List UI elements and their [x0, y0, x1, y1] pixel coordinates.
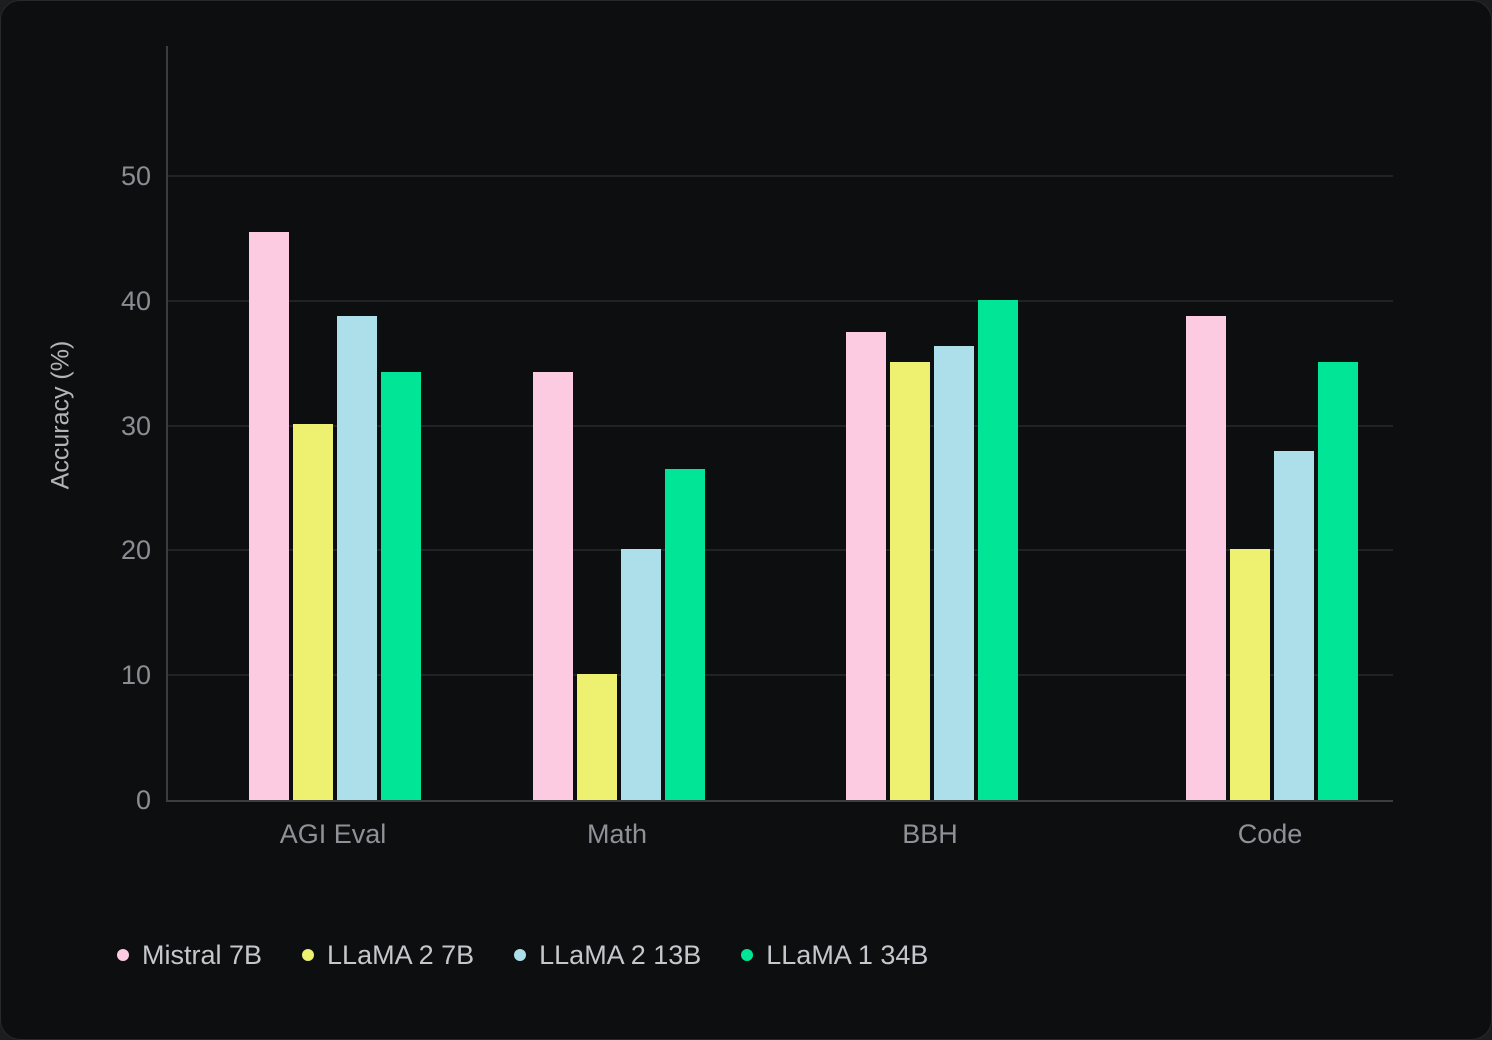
x-tick-label: Code — [1237, 819, 1303, 849]
y-tick-label: 30 — [120, 410, 151, 441]
bar-llama-2-7b-code — [1230, 549, 1270, 800]
gridline — [168, 549, 1393, 552]
bar-llama-1-34b-bbh — [978, 300, 1018, 800]
y-tick-label: 40 — [120, 285, 151, 316]
legend-label: LLaMA 2 13B — [539, 940, 702, 970]
y-tick-label: 10 — [120, 660, 151, 691]
bar-llama-2-13b-code — [1274, 451, 1314, 800]
y-tick-label: 20 — [120, 535, 151, 566]
bar-llama-2-13b-math — [621, 549, 661, 800]
gridline — [168, 299, 1393, 302]
gridline — [168, 674, 1393, 677]
bar-llama-2-7b-agi-eval — [293, 424, 333, 800]
bar-mistral-7b-agi-eval — [249, 232, 289, 800]
legend-label: LLaMA 2 7B — [327, 940, 475, 970]
plot-area — [166, 46, 1393, 802]
legend-item-mistral-7b[interactable]: Mistral 7B — [117, 939, 262, 971]
bar-llama-1-34b-agi-eval — [381, 372, 421, 800]
legend-item-llama-2-13b[interactable]: LLaMA 2 13B — [514, 939, 701, 971]
x-tick-label: Math — [586, 819, 648, 849]
bar-mistral-7b-bbh — [846, 332, 886, 800]
bar-mistral-7b-math — [533, 372, 573, 800]
legend-marker-dot-icon — [741, 949, 754, 961]
bar-mistral-7b-code — [1186, 316, 1226, 800]
bar-llama-2-13b-bbh — [934, 346, 974, 800]
y-tick-label: 0 — [135, 785, 151, 815]
gridline — [168, 424, 1393, 427]
gridline — [168, 175, 1393, 177]
legend-marker-dot-icon — [117, 949, 129, 961]
x-tick-label: AGI Eval — [279, 819, 387, 849]
bar-llama-2-7b-bbh — [890, 362, 930, 800]
bar-llama-2-7b-math — [577, 674, 617, 800]
y-tick-label: 50 — [120, 161, 151, 191]
legend: Mistral 7B LLaMA 2 7B LLaMA 2 13B LLaMA 1 3… — [117, 939, 928, 971]
legend-item-llama-1-34b[interactable]: LLaMA 1 34B — [741, 939, 928, 971]
bar-llama-1-34b-math — [665, 469, 705, 800]
legend-marker-dot-icon — [514, 949, 527, 961]
x-tick-label: BBH — [902, 819, 958, 849]
legend-label: LLaMA 1 34B — [766, 940, 929, 970]
legend-label: Mistral 7B — [142, 940, 263, 970]
legend-item-llama-2-7b[interactable]: LLaMA 2 7B — [302, 939, 474, 971]
bar-llama-2-13b-agi-eval — [337, 316, 377, 800]
legend-marker-dot-icon — [302, 949, 315, 961]
bar-llama-1-34b-code — [1318, 362, 1358, 800]
